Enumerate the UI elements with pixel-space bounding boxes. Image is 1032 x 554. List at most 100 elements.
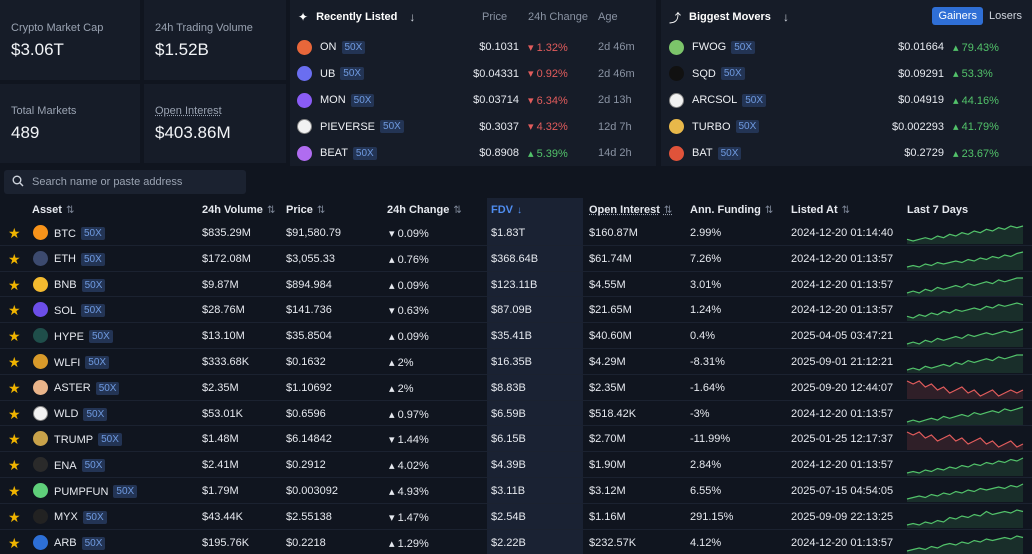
table-row[interactable]: ★ MYX 50X $43.44K $2.55138 ▾ 1.47% $2.54B $1.16… bbox=[0, 504, 1032, 530]
token-icon bbox=[669, 92, 684, 108]
col-price[interactable]: Price ⇅ bbox=[286, 204, 326, 216]
biggest-movers-header: ⤴ Biggest Movers ↓ Gainers Losers bbox=[661, 0, 1032, 34]
star-icon[interactable]: ★ bbox=[8, 276, 21, 293]
star-icon[interactable]: ★ bbox=[8, 225, 21, 241]
arrow-down-icon: ▾ bbox=[389, 228, 398, 240]
gainers-tab[interactable]: Gainers bbox=[932, 7, 983, 25]
token-symbol: BAT bbox=[692, 147, 713, 160]
star-icon[interactable]: ★ bbox=[8, 508, 21, 525]
change-value: 0.97% bbox=[397, 408, 429, 421]
price-value: $894.984 bbox=[286, 278, 332, 291]
open-interest-value: $1.16M bbox=[589, 510, 626, 523]
star-icon[interactable]: ★ bbox=[8, 483, 21, 499]
arrow-up-icon: ▴ bbox=[389, 382, 398, 395]
volume-value: $1.52B bbox=[155, 40, 209, 59]
recent-listing-row[interactable]: MON 50X $0.03714 ▾ 6.34% 2d 13h bbox=[290, 87, 656, 114]
col-fdv[interactable]: FDV ↓ bbox=[491, 204, 522, 216]
sparkline-line bbox=[906, 534, 1024, 552]
recent-listing-row[interactable]: BEAT 50X $0.8908 ▴ 5.39% 14d 2h bbox=[290, 140, 656, 167]
mover-row[interactable]: FWOG 50X $0.01664 ▴ 79.43% bbox=[661, 34, 1032, 61]
change-cell: ▴ 4.93% bbox=[389, 485, 429, 498]
leverage-badge: 50X bbox=[81, 304, 105, 318]
star-icon[interactable]: ★ bbox=[8, 431, 21, 448]
arrow-up-icon: ▴ bbox=[389, 486, 398, 498]
volume-value: $2.35M bbox=[202, 381, 239, 394]
sparkline-area bbox=[907, 458, 1023, 477]
open-interest-value: $1.90M bbox=[589, 459, 626, 472]
losers-tab[interactable]: Losers bbox=[988, 10, 1022, 22]
col-volume[interactable]: 24h Volume ⇅ bbox=[202, 204, 276, 216]
table-row[interactable]: ★ HYPE 50X $13.10M $35.8504 ▴ 0.09% $35.41B $40… bbox=[0, 323, 1032, 349]
table-row[interactable]: ★ TRUMP 50X $1.48M $6.14842 ▾ 1.44% $6.15B $2.7… bbox=[0, 426, 1032, 453]
table-row[interactable]: ★ ASTER 50X $2.35M $1.10692 ▴ 2% $8.83B $2.35M -… bbox=[0, 375, 1032, 401]
star-icon[interactable]: ★ bbox=[8, 534, 21, 551]
col-asset[interactable]: Asset ⇅ bbox=[32, 204, 75, 216]
star-icon[interactable]: ★ bbox=[8, 457, 21, 474]
leverage-badge: 50X bbox=[352, 146, 377, 160]
sort-down-icon[interactable]: ↓ bbox=[782, 10, 789, 24]
volume-value: $13.10M bbox=[202, 330, 245, 343]
recent-listing-row[interactable]: PIEVERSE 50X $0.3037 ▾ 4.32% 12d 7h bbox=[290, 114, 656, 141]
table-row[interactable]: ★ PUMPFUN 50X $1.79M $0.003092 ▴ 4.93% $3.11B $… bbox=[0, 478, 1032, 504]
funding-value: 7.26% bbox=[690, 252, 722, 265]
star-icon[interactable]: ★ bbox=[8, 405, 21, 422]
volume-label: 24h Trading Volume bbox=[155, 22, 253, 34]
col-change[interactable]: 24h Change ⇅ bbox=[387, 204, 462, 216]
sparkline-line bbox=[906, 431, 1024, 449]
mover-row[interactable]: BAT 50X $0.2729 ▴ 23.67% bbox=[661, 140, 1032, 167]
sort-down-icon[interactable]: ↓ bbox=[409, 10, 416, 24]
table-row[interactable]: ★ ETH 50X $172.08M $3,055.33 ▴ 0.76% $368.64B $… bbox=[0, 246, 1032, 272]
change-value: 0.63% bbox=[397, 305, 429, 318]
gainers-losers-toggle: Gainers Losers bbox=[932, 7, 1028, 25]
table-row[interactable]: ★ BTC 50X $835.29M $91,580.79 ▾ 0.09% $1.83T $1… bbox=[0, 220, 1032, 246]
mover-row[interactable]: SQD 50X $0.09291 ▴ 53.3% bbox=[661, 61, 1032, 88]
funding-value: 2.84% bbox=[690, 459, 722, 472]
listed-at-value: 2025-01-25 12:17:37 bbox=[791, 433, 894, 446]
star-icon[interactable]: ★ bbox=[8, 379, 21, 396]
arrow-down-icon: ▾ bbox=[389, 511, 398, 524]
recent-listing-row[interactable]: ON 50X $0.1031 ▾ 1.32% 2d 46m bbox=[290, 34, 656, 61]
leverage-badge: 50X bbox=[717, 146, 742, 160]
leverage-badge: 50X bbox=[81, 459, 106, 473]
token-symbol: FWOG bbox=[692, 41, 727, 54]
open-interest-label[interactable]: Open Interest bbox=[155, 105, 222, 117]
col-listed[interactable]: Listed At ⇅ bbox=[791, 204, 851, 216]
arrow-up-icon: ▴ bbox=[528, 147, 537, 160]
leverage-badge: 50X bbox=[113, 485, 138, 498]
listed-at-value: 2024-12-20 01:13:57 bbox=[791, 278, 894, 291]
mover-row[interactable]: ARCSOL 50X $0.04919 ▴ 44.16% bbox=[661, 87, 1032, 114]
search-input[interactable] bbox=[32, 176, 232, 188]
change-cell: ▴ 0.97% bbox=[389, 408, 429, 421]
change-cell: ▾ 0.09% bbox=[389, 227, 429, 240]
price-value: $0.2912 bbox=[286, 459, 326, 472]
funding-value: -1.64% bbox=[690, 381, 725, 394]
token-change: ▴ 44.16% bbox=[953, 94, 999, 107]
col-open-interest[interactable]: Open Interest ⇅ bbox=[589, 204, 673, 216]
listed-at-value: 2024-12-20 01:13:57 bbox=[791, 459, 894, 472]
table-row[interactable]: ★ ARB 50X $195.76K $0.2218 ▴ 1.29% $2.22B $232.… bbox=[0, 530, 1032, 554]
star-icon[interactable]: ★ bbox=[8, 250, 21, 267]
recent-listing-row[interactable]: UB 50X $0.04331 ▾ 0.92% 2d 46m bbox=[290, 61, 656, 88]
sparkline-line bbox=[906, 354, 1023, 371]
arrow-down-icon: ▾ bbox=[389, 434, 398, 447]
open-interest-value: $518.42K bbox=[589, 407, 637, 420]
star-icon[interactable]: ★ bbox=[8, 328, 21, 345]
sparkline-area bbox=[907, 484, 1023, 502]
sparkline-chart bbox=[906, 328, 1024, 348]
listed-at-value: 2025-09-01 21:12:21 bbox=[791, 356, 894, 368]
table-row[interactable]: ★ SOL 50X $28.76M $141.736 ▾ 0.63% $87.09B $21.… bbox=[0, 297, 1032, 324]
table-row[interactable]: ★ ENA 50X $2.41M $0.2912 ▴ 4.02% $4.39B $1.90M 2… bbox=[0, 452, 1032, 478]
open-interest-value: $2.35M bbox=[589, 381, 626, 394]
table-row[interactable]: ★ BNB 50X $9.87M $894.984 ▴ 0.09% $123.11B $4.5… bbox=[0, 272, 1032, 298]
token-icon bbox=[669, 145, 684, 161]
star-icon[interactable]: ★ bbox=[8, 354, 21, 370]
star-icon[interactable]: ★ bbox=[8, 302, 21, 319]
table-row[interactable]: ★ WLD 50X $53.01K $0.6596 ▴ 0.97% $6.59B $518.4… bbox=[0, 401, 1032, 427]
col-funding[interactable]: Ann. Funding ⇅ bbox=[690, 204, 774, 216]
mover-row[interactable]: TURBO 50X $0.002293 ▴ 41.79% bbox=[661, 114, 1032, 141]
search-box[interactable] bbox=[4, 170, 246, 194]
table-row[interactable]: ★ WLFI 50X $333.68K $0.1632 ▴ 2% $16.35B $4.29M… bbox=[0, 349, 1032, 375]
listed-at-value: 2024-12-20 01:13:57 bbox=[791, 536, 894, 549]
change-value: 0.09% bbox=[397, 331, 429, 344]
arrow-up-icon: ▴ bbox=[389, 537, 398, 550]
